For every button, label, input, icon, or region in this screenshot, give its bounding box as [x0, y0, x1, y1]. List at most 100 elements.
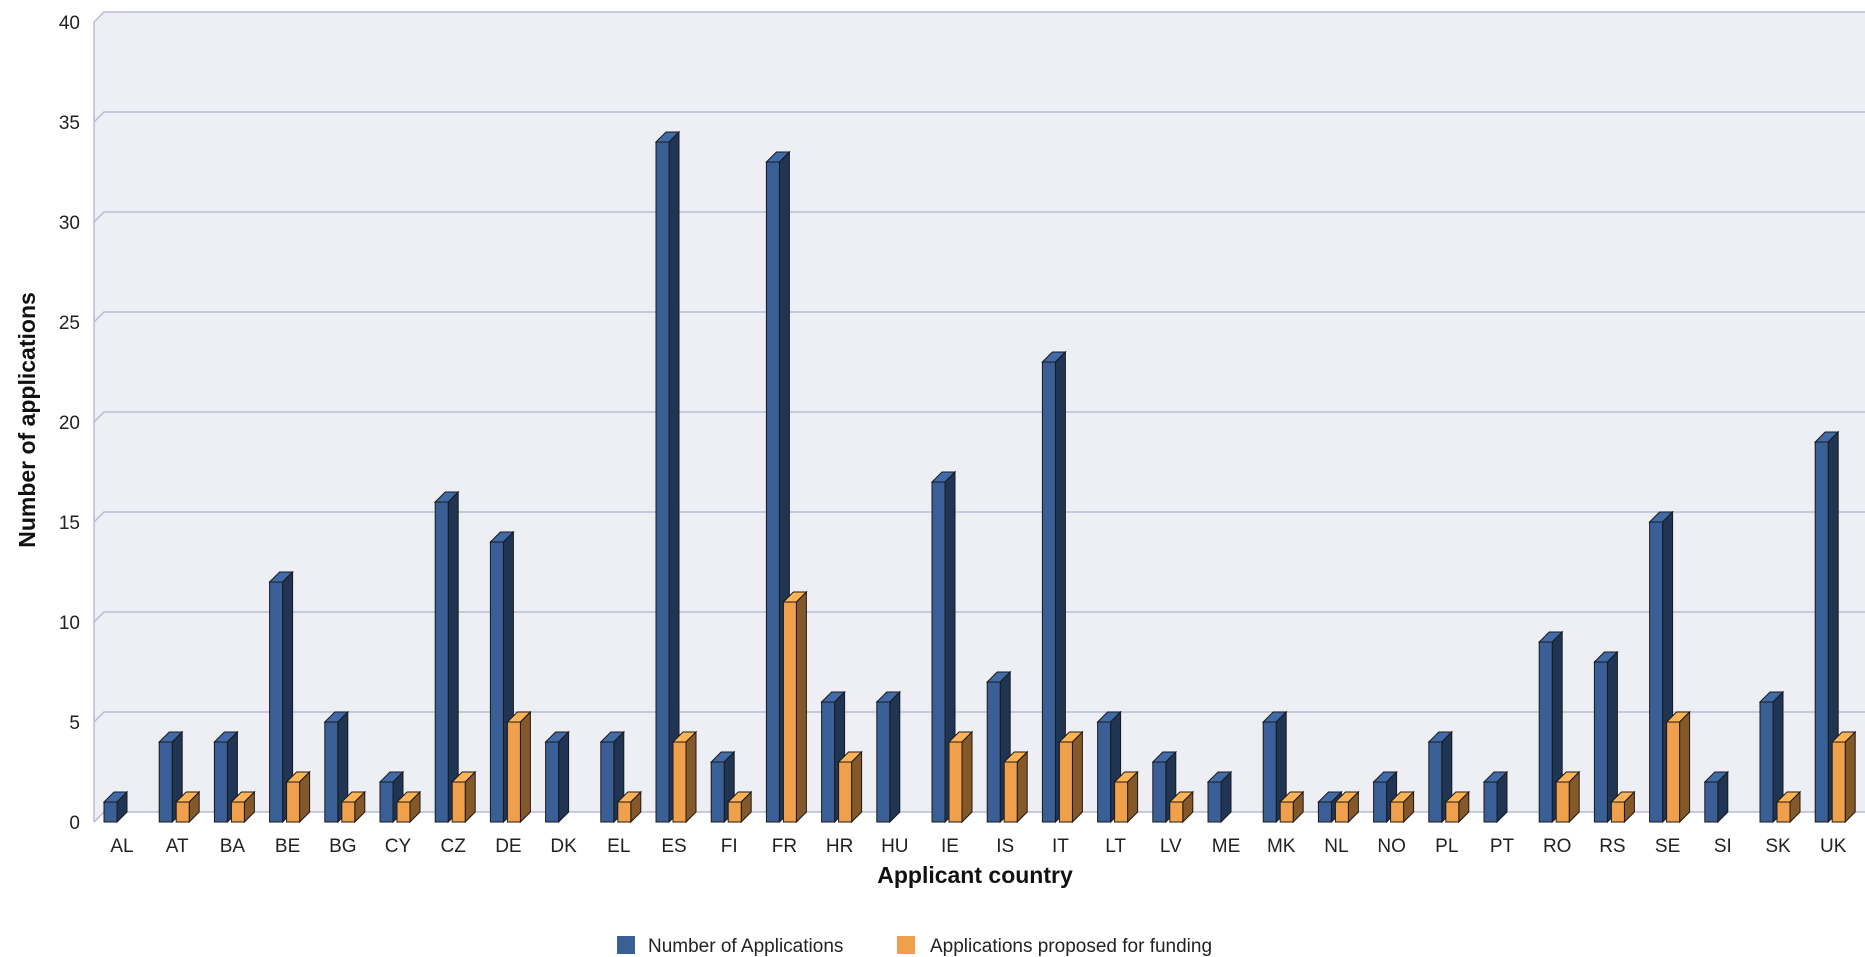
bar-fi-series-2: [726, 790, 753, 824]
x-tick-label: RS: [1599, 836, 1625, 857]
bar-hu-series-1: [875, 690, 902, 824]
bar-ie-series-2: [947, 730, 974, 824]
x-tick-label: NL: [1324, 836, 1348, 857]
y-tick-label: 5: [69, 713, 80, 734]
y-tick-label: 20: [59, 413, 80, 434]
legend-swatch-funded: [897, 936, 915, 954]
bar-hr-series-2: [837, 750, 863, 824]
bar-front: [213, 741, 228, 823]
bar-rs-series-2: [1610, 790, 1636, 824]
bar-front: [821, 701, 836, 823]
bar-front: [269, 581, 284, 823]
bar-ro-series-1: [1537, 630, 1564, 824]
bar-front: [727, 801, 742, 823]
x-tick-label: LT: [1105, 836, 1126, 857]
bar-front: [1814, 441, 1829, 823]
bar-front: [396, 801, 411, 823]
plot-background: [94, 12, 1865, 822]
x-tick-label: RO: [1543, 836, 1572, 857]
bar-it-series-2: [1058, 730, 1084, 824]
bar-front: [1279, 801, 1294, 823]
x-tick-label: SK: [1765, 836, 1791, 857]
bar-front: [1831, 741, 1846, 823]
bar-no-series-2: [1389, 790, 1415, 824]
x-tick-label: AL: [110, 836, 133, 857]
bar-side: [795, 590, 807, 824]
x-tick-label: NO: [1377, 836, 1406, 857]
bar-front: [1555, 781, 1570, 823]
bar-front: [1334, 801, 1349, 823]
bar-si-series-1: [1703, 770, 1730, 824]
bar-de-series-2: [506, 710, 532, 824]
bar-be-series-1: [268, 570, 294, 824]
bar-bg-series-2: [340, 790, 367, 824]
bar-side: [1844, 730, 1856, 824]
x-tick-label: CZ: [441, 836, 467, 857]
bar-front: [655, 141, 670, 823]
x-tick-label: BE: [275, 836, 300, 857]
bar-front: [672, 741, 687, 823]
bar-side: [447, 490, 459, 824]
bar-pt-series-1: [1482, 770, 1509, 824]
y-axis-ticks: 0 5 10 15 20 25 30 35 40: [59, 13, 80, 834]
bar-front: [341, 801, 356, 823]
bar-front: [765, 161, 780, 823]
x-tick-label: ES: [661, 836, 686, 857]
x-tick-label: BG: [329, 836, 356, 857]
x-tick-label: LV: [1160, 836, 1182, 857]
y-tick-label: 10: [59, 613, 80, 634]
bar-front: [1373, 781, 1388, 823]
bar-lv-series-2: [1168, 790, 1195, 824]
bar-front: [545, 741, 560, 823]
legend: Number of Applications Applications prop…: [617, 936, 1212, 957]
bar-cy-series-2: [395, 790, 422, 824]
bar-front: [158, 741, 173, 823]
bar-pl-series-2: [1444, 790, 1471, 824]
bar-cz-series-2: [450, 770, 477, 824]
bar-front: [1390, 801, 1405, 823]
x-tick-label: SI: [1714, 836, 1732, 857]
bar-front: [1759, 701, 1774, 823]
legend-swatch-applications: [617, 936, 635, 954]
y-tick-label: 35: [59, 113, 80, 134]
bar-side: [685, 730, 697, 824]
bar-uk-series-1: [1813, 430, 1840, 824]
bar-front: [931, 481, 946, 823]
bar-front: [1114, 781, 1129, 823]
bar-lt-series-2: [1113, 770, 1139, 824]
x-tick-label: PT: [1490, 836, 1515, 857]
bar-front: [103, 801, 118, 823]
bar-front: [379, 781, 394, 823]
bar-side: [668, 130, 680, 824]
bar-front: [1538, 641, 1553, 823]
bar-front: [617, 801, 632, 823]
bar-front: [1097, 721, 1112, 823]
bars: [102, 130, 1857, 824]
bar-front: [1003, 761, 1018, 823]
bar-front: [876, 701, 891, 823]
y-tick-label: 0: [69, 813, 80, 834]
bar-front: [1058, 741, 1073, 823]
bar-front: [434, 501, 449, 823]
x-tick-label: SE: [1655, 836, 1680, 857]
bar-front: [1593, 661, 1608, 823]
bar-front: [506, 721, 521, 823]
plot-area: [94, 12, 1865, 822]
bar-front: [1262, 721, 1277, 823]
gridline: [93, 11, 1865, 23]
bar-at-series-2: [174, 790, 201, 824]
bar-is-series-2: [1002, 750, 1029, 824]
bar-front: [1317, 801, 1332, 823]
gridline: [93, 611, 1865, 623]
bar-cz-series-1: [433, 490, 460, 824]
x-tick-label: AT: [166, 836, 189, 857]
gridline: [93, 211, 1865, 223]
x-tick-label: DE: [495, 836, 521, 857]
bar-front: [451, 781, 466, 823]
legend-label-funded: Applications proposed for funding: [930, 936, 1212, 957]
bar-ro-series-2: [1554, 770, 1581, 824]
bar-side: [851, 750, 863, 824]
x-axis-title: Applicant country: [877, 862, 1073, 888]
bar-fr-series-2: [782, 590, 808, 824]
bar-front: [1041, 361, 1056, 823]
